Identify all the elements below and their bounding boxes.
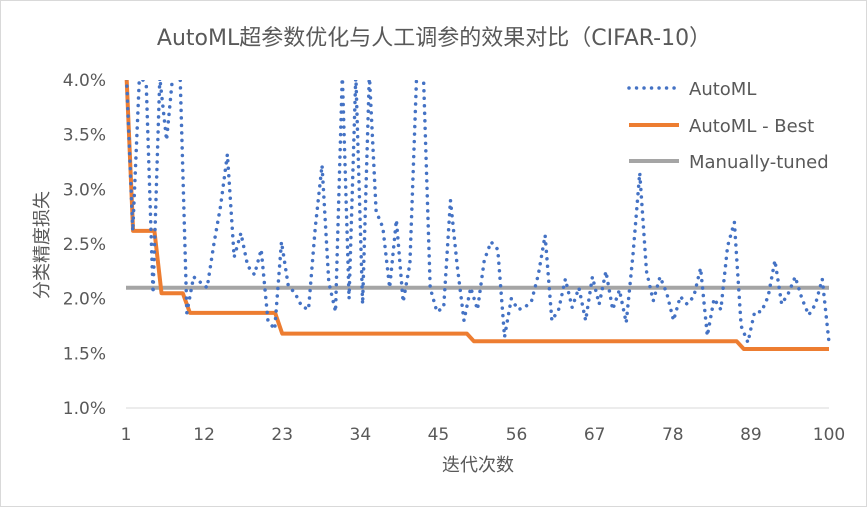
y-tick-label: 1.0% — [63, 399, 106, 419]
x-tick-label: 12 — [193, 425, 215, 445]
series-line-automl-best — [124, 80, 829, 351]
y-tick-label: 3.0% — [63, 180, 106, 200]
x-tick-label: 1 — [121, 425, 132, 445]
y-tick-label: 4.0% — [63, 71, 106, 91]
x-tick-label: 34 — [350, 425, 372, 445]
x-tick-label: 56 — [506, 425, 528, 445]
x-axis-title: 迭代次数 — [442, 455, 514, 476]
x-tick-label: 45 — [428, 425, 450, 445]
y-axis-ticks: 1.0% 1.5% 2.0% 2.5% 3.0% 3.5% 4.0% — [63, 71, 106, 419]
x-tick-label: 78 — [662, 425, 684, 445]
x-tick-label: 67 — [584, 425, 606, 445]
y-tick-label: 2.0% — [63, 290, 106, 310]
series-layer — [124, 80, 831, 351]
y-tick-label: 3.5% — [63, 126, 106, 146]
y-axis-title: 分类精度损失 — [32, 191, 53, 299]
x-tick-label: 89 — [740, 425, 762, 445]
legend-label: Manually-tuned — [689, 152, 829, 173]
legend-label: AutoML — [689, 79, 756, 100]
x-axis-ticks: 1 12 23 34 45 56 67 78 89 100 — [121, 425, 846, 445]
legend: AutoML AutoML - Best Manually-tuned — [627, 79, 829, 173]
x-tick-label: 23 — [271, 425, 293, 445]
y-tick-label: 2.5% — [63, 235, 106, 255]
x-tick-label: 100 — [813, 425, 845, 445]
legend-label: AutoML - Best — [689, 116, 814, 137]
series-line-automl — [124, 80, 831, 345]
y-tick-label: 1.5% — [63, 344, 106, 364]
chart-title: AutoML超参数优化与人工调参的效果对比（CIFAR-10） — [157, 26, 711, 51]
